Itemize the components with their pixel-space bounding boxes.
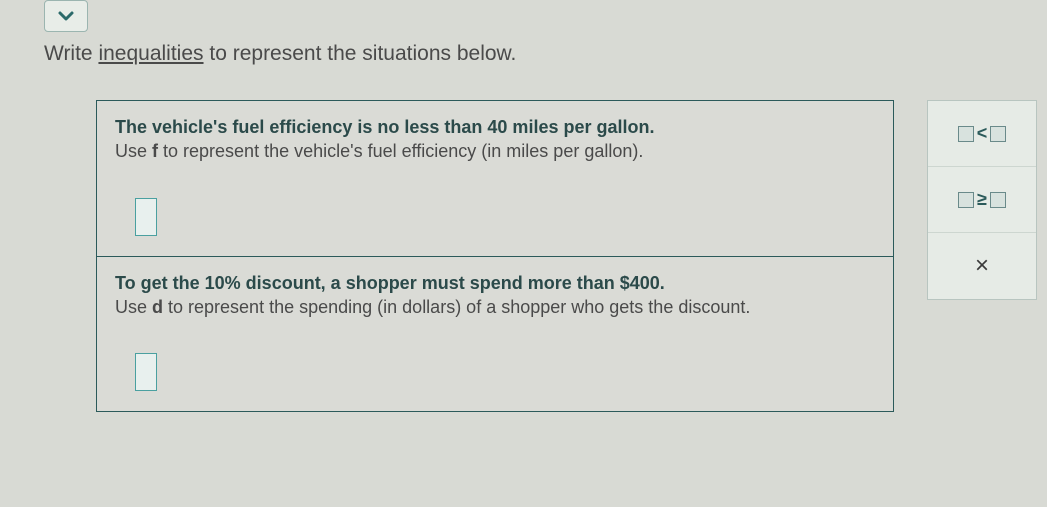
greater-equal-button[interactable]: ≥ bbox=[928, 167, 1036, 233]
sub-post: to represent the vehicle's fuel efficien… bbox=[158, 141, 643, 161]
less-than-symbol: < bbox=[977, 123, 988, 144]
operator-palette: < ≥ × bbox=[927, 100, 1037, 300]
page: Write inequalities to represent the situ… bbox=[0, 0, 1047, 507]
placeholder-box-icon bbox=[990, 192, 1006, 208]
clear-button[interactable]: × bbox=[928, 233, 1036, 299]
greater-equal-symbol: ≥ bbox=[977, 189, 987, 210]
placeholder-box-icon bbox=[958, 126, 974, 142]
instruction-pre: Write bbox=[44, 42, 98, 65]
problem-container: The vehicle's fuel efficiency is no less… bbox=[96, 100, 894, 412]
instruction-text: Write inequalities to represent the situ… bbox=[44, 42, 516, 66]
instruction-link[interactable]: inequalities bbox=[98, 42, 203, 65]
problem-row: To get the 10% discount, a shopper must … bbox=[97, 256, 893, 412]
problem-row: The vehicle's fuel efficiency is no less… bbox=[97, 101, 893, 256]
problem-subtitle: Use f to represent the vehicle's fuel ef… bbox=[115, 139, 875, 163]
sub-pre: Use bbox=[115, 141, 152, 161]
answer-input-1[interactable] bbox=[135, 198, 157, 236]
close-icon: × bbox=[975, 252, 989, 280]
sub-post: to represent the spending (in dollars) o… bbox=[163, 297, 750, 317]
less-than-button[interactable]: < bbox=[928, 101, 1036, 167]
section-toggle[interactable] bbox=[44, 0, 88, 32]
problem-title: The vehicle's fuel efficiency is no less… bbox=[115, 115, 875, 139]
placeholder-box-icon bbox=[958, 192, 974, 208]
placeholder-box-icon bbox=[990, 126, 1006, 142]
problem-subtitle: Use d to represent the spending (in doll… bbox=[115, 295, 875, 319]
sub-pre: Use bbox=[115, 297, 152, 317]
instruction-post: to represent the situations below. bbox=[204, 42, 517, 65]
problem-title: To get the 10% discount, a shopper must … bbox=[115, 271, 875, 295]
chevron-down-icon bbox=[56, 6, 76, 26]
variable: d bbox=[152, 297, 163, 317]
answer-input-2[interactable] bbox=[135, 353, 157, 391]
